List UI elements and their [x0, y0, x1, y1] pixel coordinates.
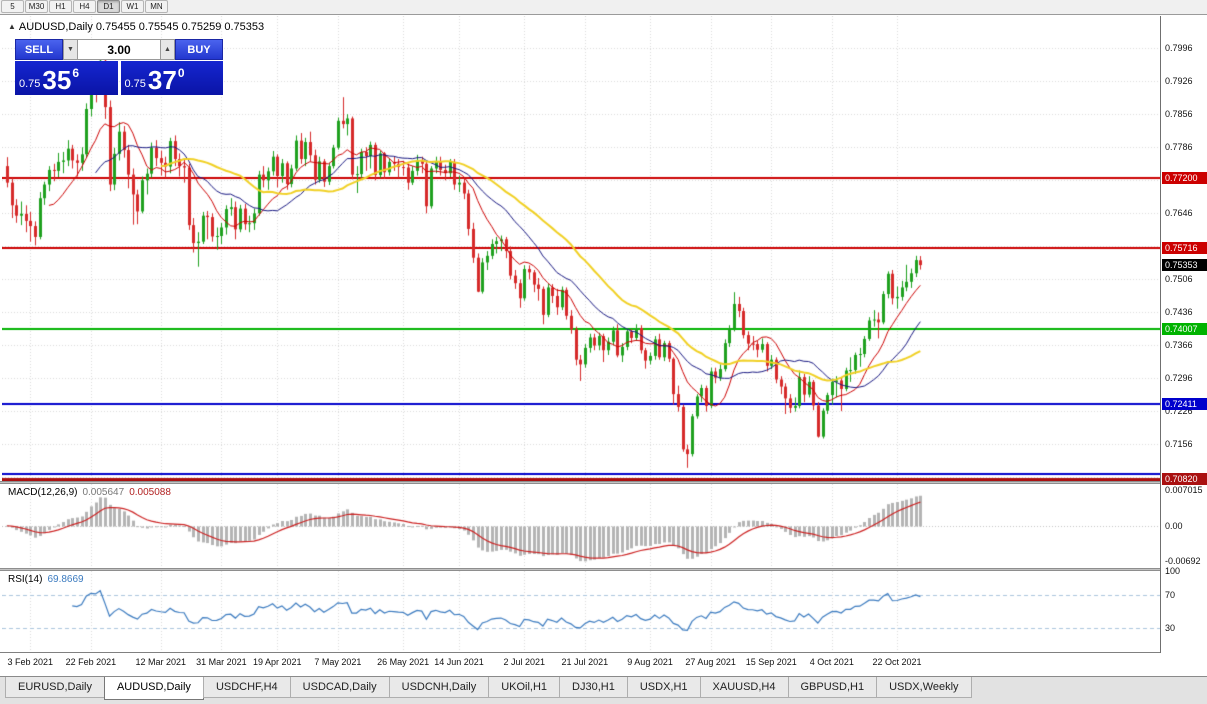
price-tick: 0.7156 [1165, 439, 1193, 450]
time-axis[interactable]: 3 Feb 2021 22 Feb 2021 12 Mar 2021 31 Mar 2… [2, 653, 1158, 674]
timeframe-button-m30[interactable]: M30 [25, 0, 48, 13]
sell-button[interactable]: SELL [15, 39, 63, 60]
chart-tab-usdchf-h4[interactable]: USDCHF,H4 [202, 677, 291, 698]
chart-tab-gbpusd-h1[interactable]: GBPUSD,H1 [787, 677, 878, 698]
chart-tab-xauusd-h4[interactable]: XAUUSD,H4 [699, 677, 789, 698]
sell-price-sup: 6 [72, 66, 80, 80]
price-tick: 30 [1165, 622, 1176, 633]
chart-marker-icon: ▲ [8, 22, 16, 31]
price-line-badge: 0.75716 [1162, 241, 1207, 254]
buy-price-prefix: 0.75 [124, 78, 146, 90]
chart-tab-usdx-weekly[interactable]: USDX,Weekly [876, 677, 972, 698]
macd-main-value: 0.005647 [82, 487, 125, 498]
sell-price-prefix: 0.75 [19, 78, 41, 90]
timeframe-toolbar: 5 M30 H1 H4 D1 W1 MN [0, 0, 1207, 14]
price-tick: -0.00692 [1165, 555, 1201, 566]
price-tick: 100 [1165, 566, 1181, 576]
price-line-badge: 0.75353 [1162, 259, 1207, 272]
buy-button[interactable]: BUY [175, 39, 223, 60]
rsi-label: RSI(14) 69.8669 [8, 574, 84, 585]
price-tick: 0.7856 [1165, 108, 1193, 119]
time-axis-separator [0, 652, 1207, 653]
panel-separator-rsi[interactable] [0, 568, 1207, 571]
rsi-value: 69.8669 [47, 574, 84, 585]
date-label: 4 Oct 2021 [809, 657, 854, 667]
date-label: 7 May 2021 [314, 657, 362, 667]
chart-tab-eurusd-daily[interactable]: EURUSD,Daily [5, 677, 105, 698]
chart-tab-usdx-h1[interactable]: USDX,H1 [626, 677, 701, 698]
date-label: 2 Jul 2021 [503, 657, 546, 667]
price-line-badge: 0.74007 [1162, 322, 1207, 335]
sell-price-big: 35 [42, 65, 72, 95]
timeframe-button-mn[interactable]: MN [145, 0, 168, 13]
price-tick: 0.7296 [1165, 373, 1193, 384]
price-line-badge: 0.70820 [1162, 473, 1207, 486]
date-label: 12 Mar 2021 [135, 657, 187, 667]
sell-price-display[interactable]: 0.75 35 6 [15, 61, 118, 95]
price-axis[interactable]: 0.79960.79260.78560.77860.77160.76460.75… [1160, 16, 1207, 653]
price-tick: 0.7506 [1165, 273, 1193, 284]
price-tick: 0.7366 [1165, 340, 1193, 351]
chart-tab-usdcnh-daily[interactable]: USDCNH,Daily [388, 677, 490, 698]
buy-price-big: 37 [147, 65, 177, 95]
buy-price-display[interactable]: 0.75 37 0 [120, 61, 223, 95]
price-tick: 0.7996 [1165, 42, 1193, 53]
one-click-trading-panel: SELL ▼ 3.00 ▲ BUY 0.75 35 6 0.75 37 0 [15, 39, 223, 95]
date-label: 9 Aug 2021 [627, 657, 673, 667]
date-label: 26 May 2021 [377, 657, 430, 667]
price-tick: 0.007015 [1165, 485, 1203, 496]
date-label: 14 Jun 2021 [434, 657, 484, 667]
panel-separator-macd[interactable] [0, 481, 1207, 484]
date-label: 19 Apr 2021 [252, 657, 302, 667]
chart-tab-audusd-daily[interactable]: AUDUSD,Daily [103, 677, 204, 700]
price-tick: 0.7436 [1165, 306, 1193, 317]
rsi-indicator-canvas[interactable] [2, 571, 1160, 652]
chart-tab-dj30-h1[interactable]: DJ30,H1 [559, 677, 628, 698]
date-label: 3 Feb 2021 [7, 657, 54, 667]
macd-label: MACD(12,26,9) 0.005647 0.005088 [8, 487, 171, 498]
macd-indicator-canvas[interactable] [2, 484, 1160, 568]
timeframe-button-5[interactable]: 5 [1, 0, 24, 13]
macd-signal-value: 0.005088 [129, 487, 171, 498]
price-line-badge: 0.77200 [1162, 171, 1207, 184]
volume-decrease-icon[interactable]: ▼ [63, 39, 77, 60]
date-label: 27 Aug 2021 [685, 657, 736, 667]
date-label: 22 Feb 2021 [65, 657, 117, 667]
timeframe-button-h1[interactable]: H1 [49, 0, 72, 13]
date-label: 21 Jul 2021 [561, 657, 609, 667]
date-label: 22 Oct 2021 [872, 657, 922, 667]
timeframe-button-h4[interactable]: H4 [73, 0, 96, 13]
price-line-badge: 0.72411 [1162, 398, 1207, 410]
price-tick: 0.7926 [1165, 75, 1193, 86]
price-tick: 0.7786 [1165, 141, 1193, 152]
date-label: 31 Mar 2021 [196, 657, 247, 667]
price-tick: 0.00 [1165, 520, 1183, 531]
price-tick: 70 [1165, 590, 1176, 601]
price-tick: 0.7226 [1165, 406, 1193, 417]
chart-title: ▲ AUDUSD,Daily 0.75455 0.75545 0.75259 0.… [8, 21, 264, 33]
timeframe-button-d1[interactable]: D1 [97, 0, 120, 13]
chart-tab-bar: EURUSD,Daily AUDUSD,Daily USDCHF,H4 USDCAD,… [0, 676, 1207, 704]
date-label: 15 Sep 2021 [745, 657, 797, 667]
volume-input[interactable]: 3.00 [77, 39, 161, 60]
volume-increase-icon[interactable]: ▲ [161, 39, 175, 60]
price-tick: 0.7646 [1165, 207, 1193, 218]
chart-tab-ukoil-h1[interactable]: UKOil,H1 [488, 677, 561, 698]
chart-tab-usdcad-daily[interactable]: USDCAD,Daily [289, 677, 390, 698]
chart-ohlc-title: AUDUSD,Daily 0.75455 0.75545 0.75259 0.7… [18, 21, 265, 33]
macd-title: MACD(12,26,9) [8, 487, 78, 498]
rsi-title: RSI(14) [8, 574, 43, 585]
timeframe-button-w1[interactable]: W1 [121, 0, 144, 13]
buy-price-sup: 0 [177, 66, 185, 80]
